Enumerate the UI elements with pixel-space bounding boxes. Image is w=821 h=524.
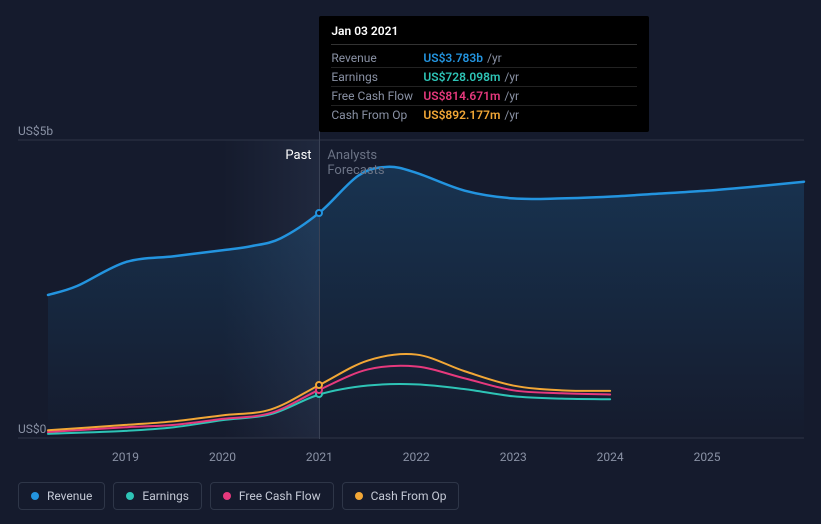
legend-dot-icon <box>223 492 231 500</box>
tooltip-row-value: US$728.098m <box>423 70 500 84</box>
legend-label: Cash From Op <box>371 489 447 503</box>
tooltip-row: Cash From OpUS$892.177m/yr <box>331 106 637 124</box>
chart-legend: Revenue Earnings Free Cash Flow Cash From O… <box>18 482 459 510</box>
legend-item[interactable]: Cash From Op <box>342 482 460 510</box>
legend-label: Earnings <box>142 489 189 503</box>
tooltip-row-unit: /yr <box>487 51 502 65</box>
tooltip-row-value: US$3.783b <box>423 51 483 65</box>
tooltip-row-label: Cash From Op <box>331 108 423 122</box>
legend-item[interactable]: Free Cash Flow <box>210 482 334 510</box>
x-tick-label: 2025 <box>694 450 721 464</box>
legend-dot-icon <box>31 492 39 500</box>
legend-dot-icon <box>355 492 363 500</box>
y-tick-label: US$0 <box>18 422 46 436</box>
tooltip-row-unit: /yr <box>504 89 519 103</box>
tooltip-row-unit: /yr <box>504 70 519 84</box>
tooltip-row: EarningsUS$728.098m/yr <box>331 68 637 87</box>
legend-item[interactable]: Earnings <box>113 482 202 510</box>
legend-dot-icon <box>126 492 134 500</box>
legend-label: Revenue <box>47 489 92 503</box>
tooltip-row-label: Revenue <box>331 51 423 65</box>
x-tick-label: 2023 <box>500 450 527 464</box>
series-marker <box>315 209 323 217</box>
x-tick-label: 2021 <box>306 450 333 464</box>
tooltip-date: Jan 03 2021 <box>331 24 637 45</box>
tooltip-row-value: US$814.671m <box>423 89 500 103</box>
x-tick-label: 2022 <box>403 450 430 464</box>
legend-label: Free Cash Flow <box>239 489 321 503</box>
x-tick-label: 2024 <box>597 450 624 464</box>
tooltip-row-unit: /yr <box>504 108 519 122</box>
tooltip-row-value: US$892.177m <box>423 108 500 122</box>
tooltip-row-label: Earnings <box>331 70 423 84</box>
tooltip-row: Free Cash FlowUS$814.671m/yr <box>331 87 637 106</box>
tooltip-row-label: Free Cash Flow <box>331 89 423 103</box>
x-tick-label: 2020 <box>209 450 236 464</box>
series-marker <box>315 381 323 389</box>
tooltip-row: RevenueUS$3.783b/yr <box>331 49 637 68</box>
y-tick-label: US$5b <box>18 124 53 138</box>
chart-tooltip: Jan 03 2021 RevenueUS$3.783b/yrEarningsU… <box>319 16 649 132</box>
x-tick-label: 2019 <box>112 450 139 464</box>
legend-item[interactable]: Revenue <box>18 482 105 510</box>
past-label: Past <box>285 148 311 163</box>
forecast-label: Analysts Forecasts <box>327 148 384 178</box>
